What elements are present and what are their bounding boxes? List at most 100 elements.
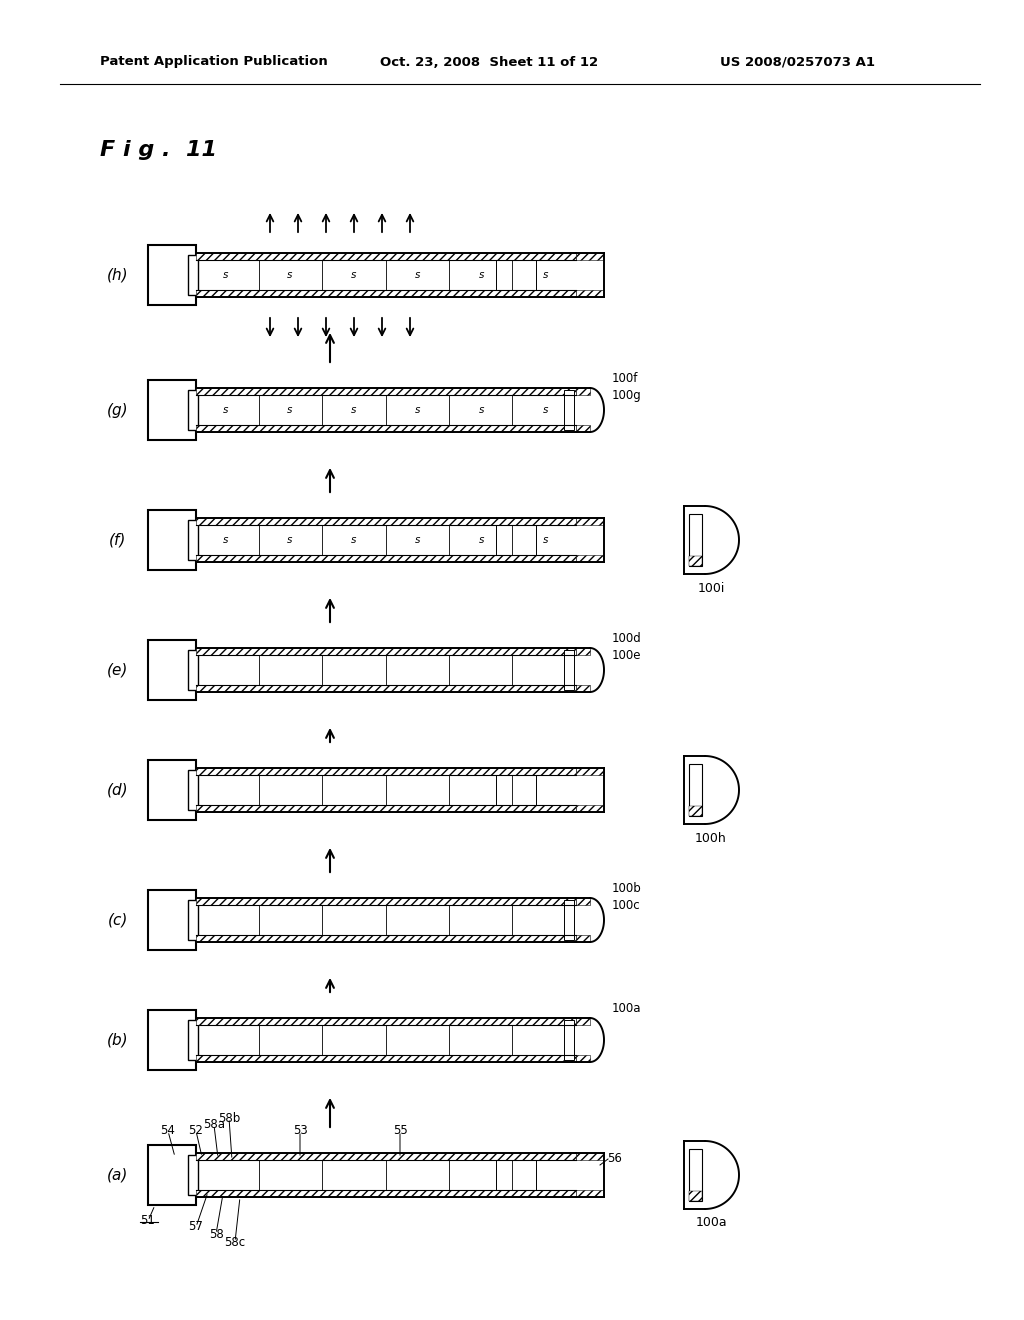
- Bar: [575, 1055, 590, 1063]
- Bar: [564, 649, 574, 690]
- Text: 100a: 100a: [695, 1217, 727, 1229]
- Text: Patent Application Publication: Patent Application Publication: [100, 55, 328, 69]
- Bar: [196, 1018, 575, 1026]
- Bar: [196, 685, 575, 692]
- Text: s: s: [544, 405, 549, 414]
- Bar: [689, 764, 702, 816]
- Text: s: s: [351, 535, 356, 545]
- Bar: [148, 640, 196, 700]
- Text: 55: 55: [392, 1125, 408, 1138]
- Text: s: s: [544, 535, 549, 545]
- Bar: [196, 898, 575, 906]
- Text: s: s: [416, 271, 421, 280]
- Text: 100i: 100i: [697, 582, 725, 594]
- Bar: [188, 520, 198, 560]
- Bar: [575, 388, 590, 395]
- Bar: [148, 1144, 196, 1205]
- Text: 56: 56: [607, 1152, 623, 1166]
- Bar: [575, 1191, 604, 1197]
- Text: 51: 51: [140, 1214, 156, 1228]
- Bar: [188, 1155, 198, 1195]
- Bar: [575, 685, 590, 692]
- Bar: [575, 648, 590, 655]
- Bar: [689, 1191, 702, 1201]
- Bar: [575, 768, 604, 775]
- Bar: [575, 253, 604, 260]
- Bar: [148, 246, 196, 305]
- Text: (f): (f): [110, 532, 127, 548]
- Text: (g): (g): [108, 403, 129, 417]
- Bar: [188, 1020, 198, 1060]
- Bar: [196, 935, 575, 942]
- Bar: [564, 900, 574, 940]
- Text: 58: 58: [209, 1228, 223, 1241]
- Text: s: s: [351, 271, 356, 280]
- Text: 100a: 100a: [612, 1002, 641, 1015]
- Bar: [188, 389, 198, 430]
- Text: (a): (a): [108, 1167, 129, 1183]
- Text: 100d
100e: 100d 100e: [612, 632, 642, 663]
- Bar: [148, 510, 196, 570]
- Text: (c): (c): [108, 912, 128, 928]
- Bar: [196, 554, 575, 562]
- Bar: [575, 1018, 590, 1026]
- Text: s: s: [479, 405, 484, 414]
- Bar: [196, 648, 575, 655]
- Bar: [148, 760, 196, 820]
- Text: s: s: [351, 405, 356, 414]
- Bar: [575, 425, 590, 432]
- Text: s: s: [223, 535, 228, 545]
- Bar: [575, 290, 604, 297]
- Text: s: s: [288, 271, 293, 280]
- Bar: [196, 805, 575, 812]
- Bar: [689, 807, 702, 816]
- Text: 53: 53: [293, 1125, 307, 1138]
- Text: s: s: [288, 405, 293, 414]
- Bar: [188, 649, 198, 690]
- Bar: [148, 890, 196, 950]
- Bar: [575, 805, 604, 812]
- Bar: [575, 1152, 604, 1160]
- Text: s: s: [223, 405, 228, 414]
- Bar: [196, 1152, 575, 1160]
- Text: 58b: 58b: [218, 1111, 240, 1125]
- Bar: [188, 255, 198, 294]
- Bar: [188, 770, 198, 810]
- Bar: [196, 425, 575, 432]
- Bar: [148, 380, 196, 440]
- Bar: [689, 1148, 702, 1201]
- Bar: [575, 898, 590, 906]
- Bar: [689, 556, 702, 566]
- Text: s: s: [479, 535, 484, 545]
- Text: 52: 52: [188, 1125, 204, 1138]
- Bar: [196, 768, 575, 775]
- Bar: [564, 389, 574, 430]
- Bar: [575, 935, 590, 942]
- Text: s: s: [288, 535, 293, 545]
- Bar: [188, 900, 198, 940]
- Text: US 2008/0257073 A1: US 2008/0257073 A1: [720, 55, 874, 69]
- Bar: [196, 290, 575, 297]
- Text: s: s: [479, 271, 484, 280]
- Text: 58a: 58a: [203, 1118, 225, 1131]
- Text: 100b
100c: 100b 100c: [612, 882, 642, 912]
- Text: s: s: [223, 271, 228, 280]
- Bar: [196, 388, 575, 395]
- Text: s: s: [416, 535, 421, 545]
- Text: s: s: [416, 405, 421, 414]
- Text: (b): (b): [108, 1032, 129, 1048]
- Bar: [689, 513, 702, 566]
- Bar: [196, 1055, 575, 1063]
- Bar: [196, 253, 575, 260]
- Bar: [564, 1020, 574, 1060]
- Bar: [196, 1191, 575, 1197]
- Text: (e): (e): [108, 663, 129, 677]
- Bar: [148, 1010, 196, 1071]
- Text: s: s: [544, 271, 549, 280]
- Bar: [196, 517, 575, 525]
- Text: 54: 54: [161, 1125, 175, 1138]
- Bar: [575, 517, 604, 525]
- Text: 100f
100g: 100f 100g: [612, 372, 642, 403]
- Text: (h): (h): [108, 268, 129, 282]
- Text: 58c: 58c: [224, 1236, 246, 1249]
